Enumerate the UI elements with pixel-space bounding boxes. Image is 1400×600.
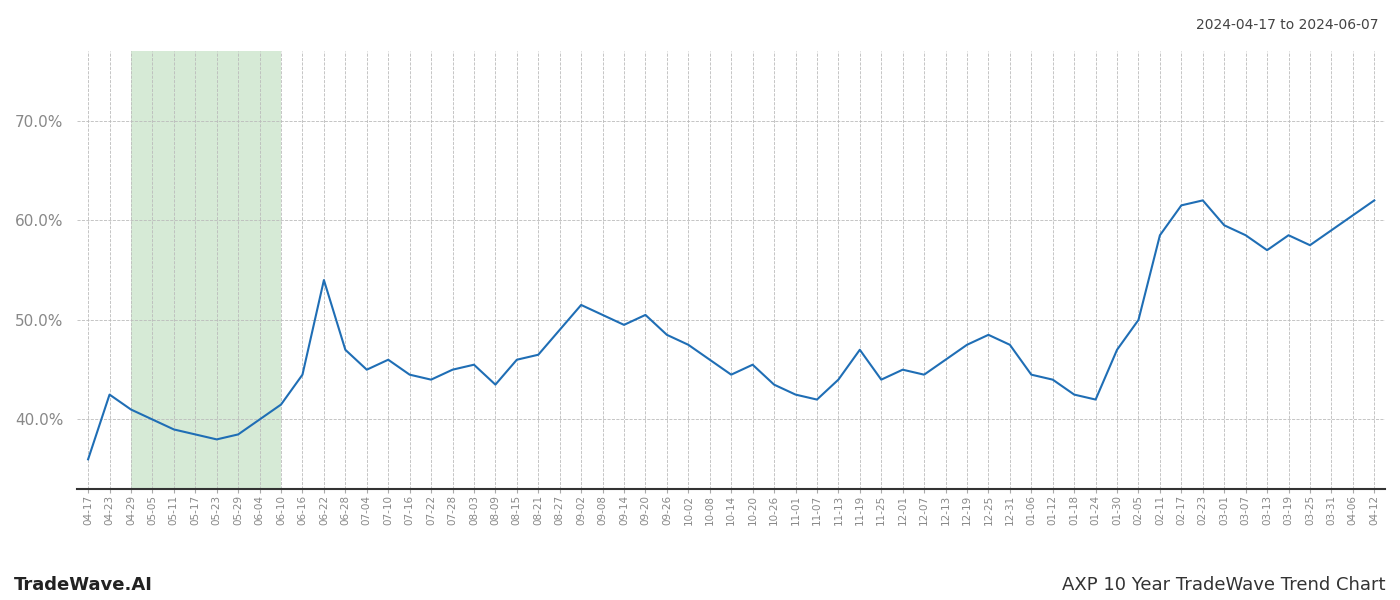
Text: 2024-04-17 to 2024-06-07: 2024-04-17 to 2024-06-07 bbox=[1197, 18, 1379, 32]
Text: AXP 10 Year TradeWave Trend Chart: AXP 10 Year TradeWave Trend Chart bbox=[1063, 576, 1386, 594]
Bar bbox=[132, 51, 281, 489]
Text: TradeWave.AI: TradeWave.AI bbox=[14, 576, 153, 594]
